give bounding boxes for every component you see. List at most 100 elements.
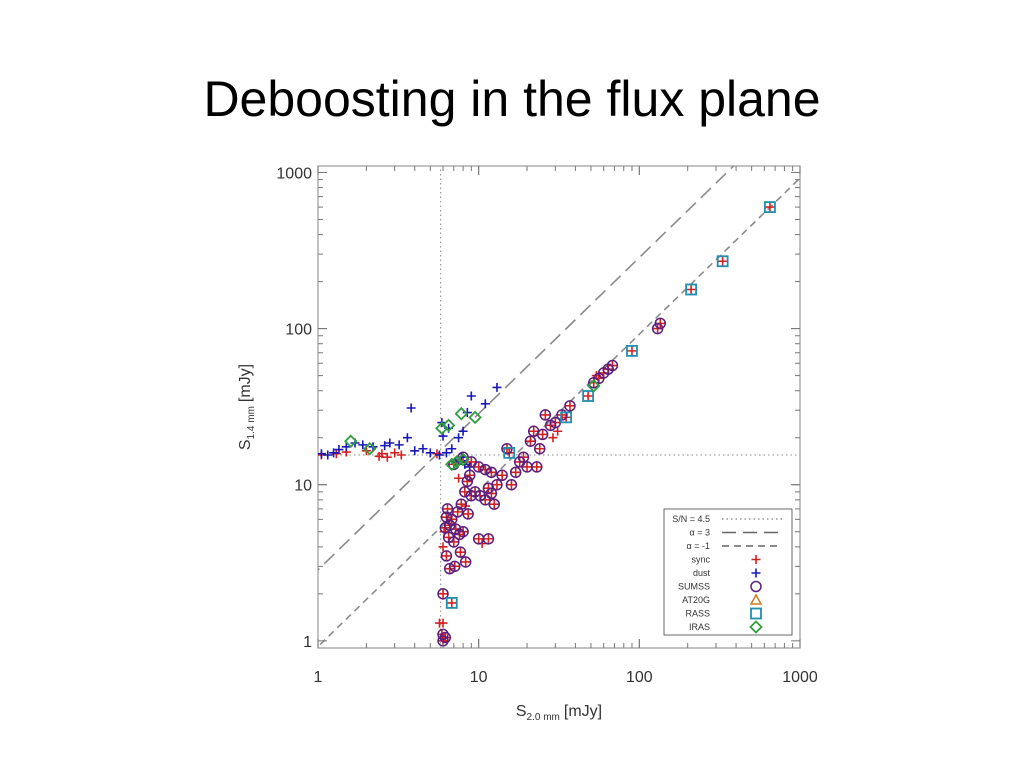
sync-point <box>540 410 550 420</box>
sumss-point <box>461 475 474 488</box>
sync-point <box>465 470 475 480</box>
sync-point <box>390 448 400 458</box>
sumss-point <box>457 525 469 538</box>
sync-point <box>548 433 558 443</box>
legend-label: SUMSS <box>678 582 710 592</box>
dust-point <box>358 440 368 450</box>
x-axis-label: S2.0 mm [mJy] <box>516 703 602 723</box>
y-tick-label: 1 <box>303 634 312 651</box>
reference-line-long-dash-powerlaw <box>318 166 735 571</box>
sumss-point <box>441 503 454 515</box>
sync-point <box>532 462 542 472</box>
sync-point <box>456 499 466 509</box>
sync-point <box>462 476 472 486</box>
dust-point <box>434 450 444 460</box>
dust-point <box>318 449 326 459</box>
legend-label: IRAS <box>689 622 710 632</box>
sumss-point <box>496 469 508 481</box>
rass-point <box>445 597 458 609</box>
sync-point <box>486 467 496 477</box>
sync-point <box>438 618 448 628</box>
legend-box <box>663 508 793 636</box>
dust-point <box>441 448 451 458</box>
series-iras <box>344 379 601 472</box>
sync-point <box>382 452 392 462</box>
legend-label: sync <box>691 555 710 565</box>
rass-point <box>626 344 638 357</box>
sumss-point <box>462 508 474 520</box>
sumss-point <box>474 489 486 502</box>
sync-point <box>553 426 563 436</box>
sync-point <box>466 457 476 467</box>
dust-point <box>447 444 457 454</box>
dust-point <box>425 448 435 458</box>
sumss-point <box>539 409 552 421</box>
x-tick-label: 100 <box>626 669 653 686</box>
sumss-point <box>488 498 500 510</box>
slide-title: Deboosting in the flux plane <box>203 71 821 127</box>
sync-point <box>455 547 465 557</box>
sumss-point <box>437 628 449 641</box>
rass-point <box>503 446 516 459</box>
sync-point <box>718 256 728 266</box>
dust-point <box>341 442 351 452</box>
sumss-point <box>439 631 452 644</box>
sync-point <box>377 449 387 459</box>
sumss-point <box>524 435 537 447</box>
dust-point <box>323 450 333 460</box>
sumss-point <box>564 400 576 412</box>
iras-point <box>444 457 459 472</box>
sync-point <box>506 480 516 490</box>
sumss-point <box>465 489 478 502</box>
sync-point <box>565 401 575 411</box>
dust-point <box>402 433 412 443</box>
dust-point <box>385 438 395 448</box>
sync-point <box>686 284 696 294</box>
dust-point <box>458 426 468 436</box>
iras-point <box>449 455 464 469</box>
sync-point <box>440 633 450 643</box>
legend-marker-at20g <box>749 593 763 605</box>
sumss-point <box>459 556 472 568</box>
sync-point <box>492 480 502 490</box>
sync-point <box>497 470 507 480</box>
sumss-point <box>437 588 449 600</box>
sync-point <box>535 444 545 454</box>
sumss-point <box>485 487 498 500</box>
sync-point <box>522 462 532 472</box>
legend-label: α = 3 <box>690 528 710 538</box>
legend-marker-rass <box>750 607 762 620</box>
sumss-point <box>440 550 453 562</box>
iras-point <box>441 418 456 433</box>
y-tick-label: 100 <box>285 322 312 339</box>
sync-point <box>396 450 406 460</box>
sync-point <box>453 507 463 517</box>
dust-point <box>334 445 344 455</box>
legend-label: RASS <box>685 609 710 619</box>
dust-point <box>380 441 390 451</box>
legend-marker-iras <box>749 620 763 634</box>
sumss-point <box>482 533 495 545</box>
x-axis-unit: [mJy] <box>564 703 602 720</box>
sync-point <box>454 473 464 483</box>
sumss-point <box>448 536 460 548</box>
sync-point <box>438 542 448 552</box>
x-tick-label: 1 <box>314 669 323 686</box>
sumss-point <box>479 463 492 476</box>
rass-point <box>685 283 698 296</box>
sumss-point <box>455 498 468 510</box>
sumss-point <box>531 461 543 473</box>
iras-point <box>456 452 470 467</box>
x-axis-subscript: 2.0 mm <box>527 712 560 723</box>
sync-point <box>474 534 484 544</box>
rass-point <box>764 201 776 214</box>
sumss-point <box>485 466 498 479</box>
x-axis-symbol: S <box>516 703 527 720</box>
sumss-point <box>536 428 549 441</box>
sync-point <box>583 391 593 401</box>
sumss-point <box>454 546 467 558</box>
sync-point <box>447 598 457 608</box>
sumss-point <box>509 466 522 479</box>
legend-label: dust <box>693 568 711 578</box>
iras-point <box>435 421 449 436</box>
